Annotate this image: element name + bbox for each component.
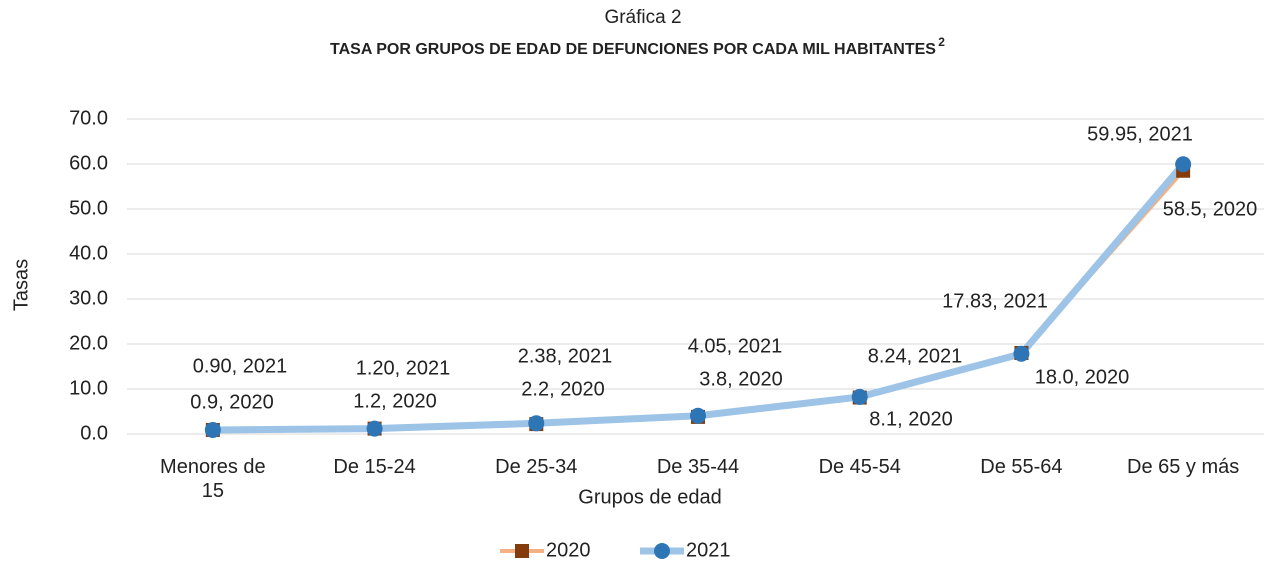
x-tick-label: De 65 y más: [1127, 456, 1240, 478]
point: [851, 388, 868, 405]
point: [690, 407, 706, 424]
x-tick-label: De 25-34: [495, 456, 578, 478]
data-label: 58.5, 2020: [1163, 198, 1258, 220]
y-tick-label: 70.0: [69, 107, 108, 129]
x-tick-label: Menores de 15: [160, 456, 266, 502]
data-label: 2.2, 2020: [521, 378, 604, 400]
data-label: 4.05, 2021: [688, 335, 783, 357]
data-label: 1.20, 2021: [356, 357, 451, 379]
point: [204, 421, 221, 438]
point: [1013, 345, 1030, 362]
legend-marker: [654, 543, 670, 559]
data-label: 18.0, 2020: [1035, 366, 1130, 388]
data-label: 8.1, 2020: [869, 408, 952, 430]
data-label: 17.83, 2021: [942, 290, 1048, 312]
point: [528, 415, 545, 432]
x-axis-label: Grupos de edad: [578, 486, 721, 508]
x-tick-label: De 35-44: [656, 456, 740, 478]
x-tick-label: De 15-24: [333, 456, 416, 478]
data-label: 3.8, 2020: [699, 368, 782, 390]
y-tick-label: 10.0: [69, 377, 108, 399]
y-tick-label: 0.0: [80, 422, 108, 444]
chart-title: Gráfica 2: [604, 7, 681, 28]
data-label: 59.95, 2021: [1087, 123, 1193, 145]
y-tick-label: 50.0: [69, 197, 108, 219]
subtitle-superscript: 2: [938, 35, 945, 49]
data-label: 0.90, 2021: [193, 355, 288, 377]
x-tick-label: De 45-54: [818, 456, 901, 478]
y-tick-label: 30.0: [69, 287, 108, 309]
legend-label: 2020: [546, 539, 591, 561]
data-label: 0.9, 2020: [190, 391, 273, 413]
x-tick-label: De 55-64: [980, 456, 1063, 478]
data-label: 8.24, 2021: [868, 345, 963, 367]
point: [366, 420, 383, 437]
y-tick-label: 40.0: [69, 242, 108, 264]
y-tick-label: 60.0: [69, 152, 108, 174]
point: [1175, 156, 1192, 173]
legend-label: 2021: [686, 539, 731, 561]
y-tick-label: 20.0: [69, 332, 108, 354]
data-label: 1.2, 2020: [353, 390, 436, 412]
legend-marker: [515, 544, 529, 558]
y-axis-label: Tasas: [10, 259, 32, 311]
data-label: 2.38, 2021: [518, 345, 613, 367]
chart-subtitle: TASA POR GRUPOS DE EDAD DE DEFUNCIONES P…: [330, 41, 936, 58]
